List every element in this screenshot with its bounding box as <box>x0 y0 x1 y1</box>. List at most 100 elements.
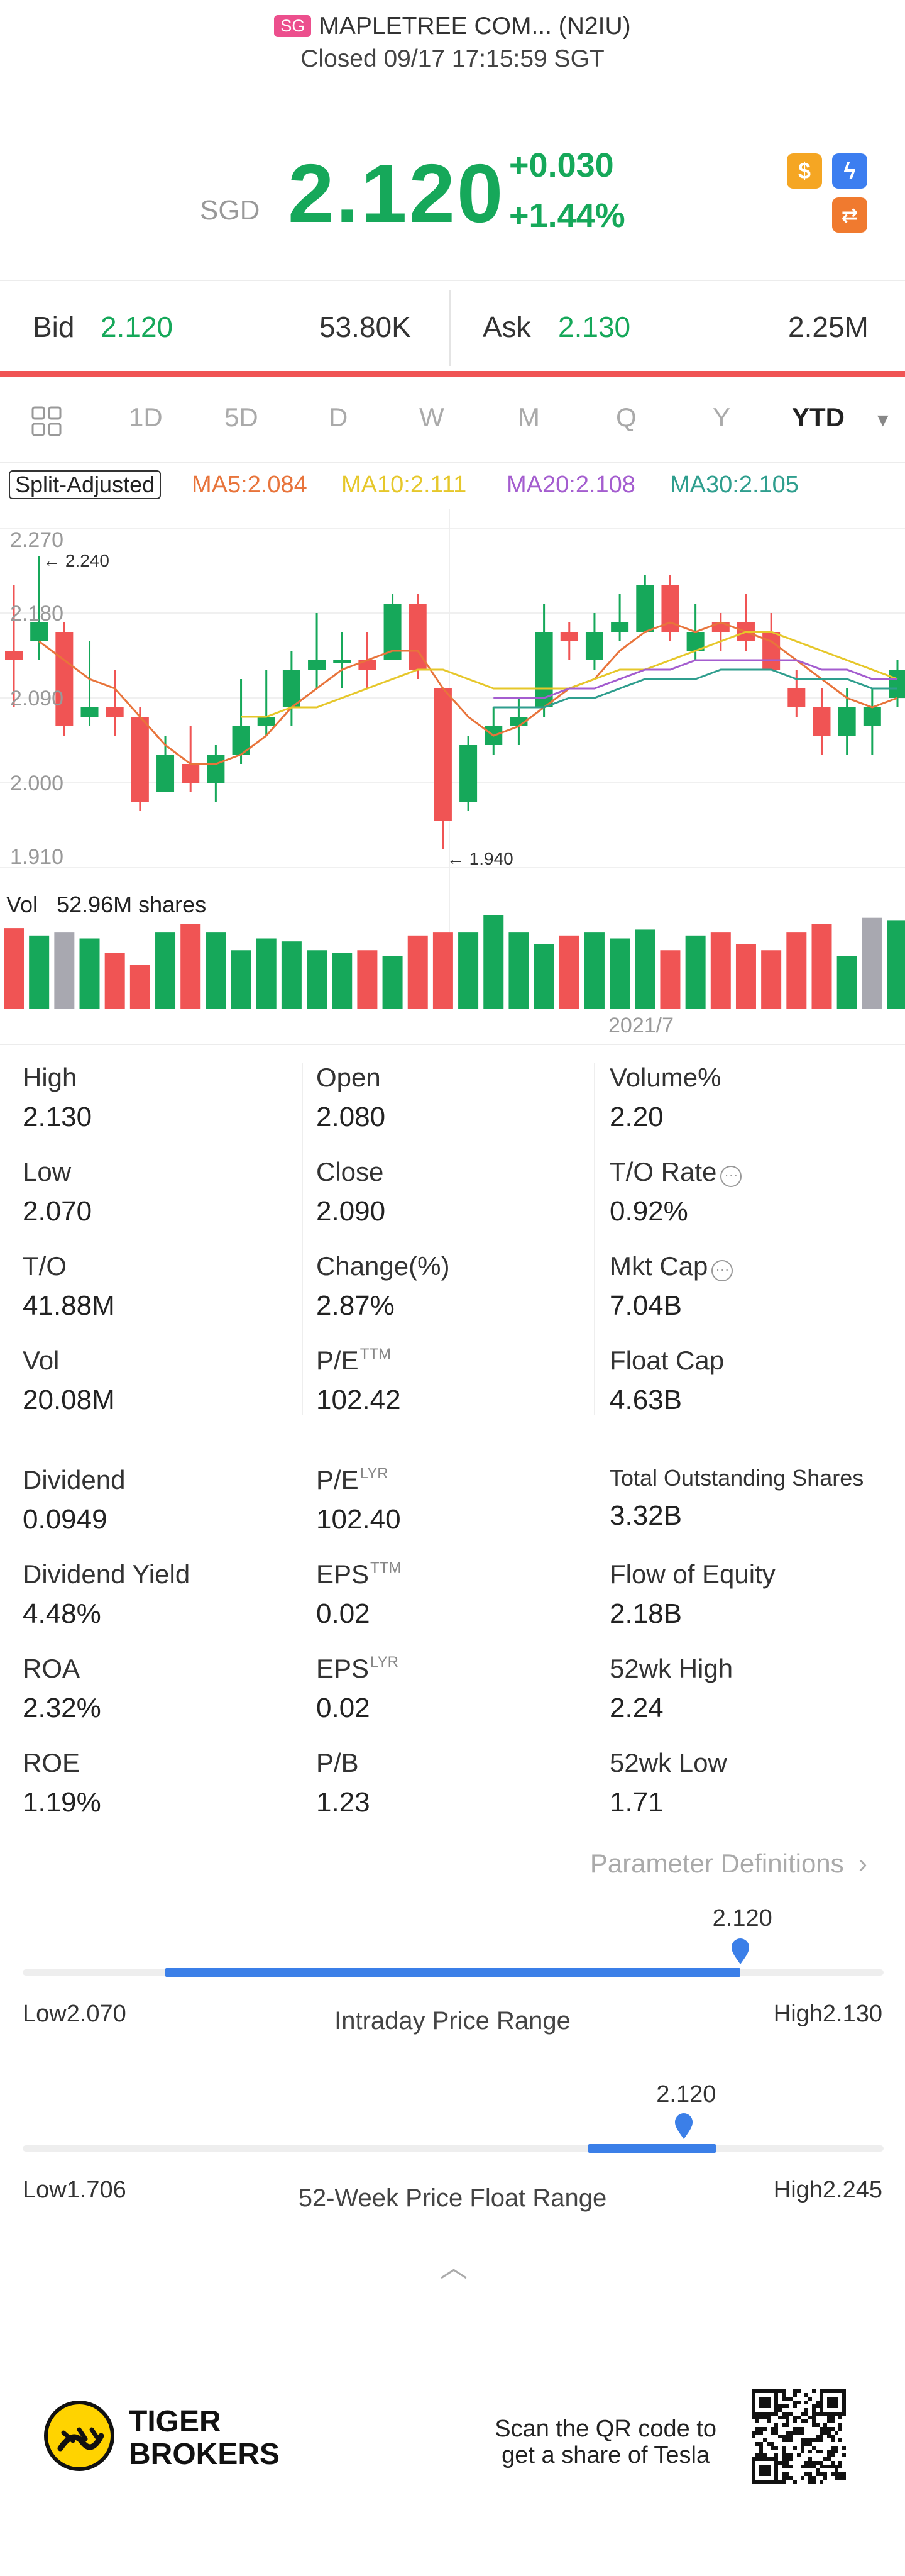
stat-6-0: ROA 2.32% <box>23 1654 101 1724</box>
last-price: 2.120 <box>288 147 505 240</box>
stat-label: Close <box>316 1157 384 1186</box>
volume-bar <box>180 924 201 1009</box>
tab-ytd[interactable]: YTD <box>792 402 845 432</box>
scan-qr-text: Scan the QR code to get a share of Tesla <box>495 2416 716 2468</box>
stat-6-2: 52wk High 2.24 <box>610 1654 733 1724</box>
week52-low: Low1.706 <box>23 2177 126 2203</box>
stat-7-0: ROE 1.19% <box>23 1748 101 1818</box>
split-adjusted-toggle[interactable]: Split-Adjusted <box>9 470 162 499</box>
ask-volume: 2.25M <box>788 311 869 343</box>
candle-body <box>889 670 905 698</box>
week52-current-value: 2.120 <box>656 2081 716 2108</box>
ask-label: Ask <box>483 311 531 343</box>
candle-body <box>611 622 629 632</box>
stat-value: 2.32% <box>23 1693 101 1723</box>
volume-bar <box>685 935 706 1009</box>
candle-body <box>459 745 478 802</box>
candle-body <box>257 717 275 726</box>
volume-bar <box>129 965 150 1009</box>
stat-superscript: LYR <box>359 1465 388 1482</box>
chevron-down-icon[interactable]: ▼ <box>874 410 892 431</box>
candle-body <box>30 622 48 641</box>
y-tick-label: 2.270 <box>10 528 63 552</box>
volume-bar <box>357 950 378 1009</box>
stat-value: 1.19% <box>23 1787 101 1818</box>
dollar-icon[interactable]: $ <box>787 153 822 189</box>
week52-title: 52-Week Price Float Range <box>298 2184 607 2212</box>
volume-bar <box>382 956 403 1009</box>
stat-6-1: EPS LYR 0.02 <box>316 1654 398 1724</box>
stat-1-1: Close 2.090 <box>316 1157 385 1227</box>
stat-label: EPS <box>316 1559 370 1589</box>
price-change: +0.030 <box>509 146 614 184</box>
bid-price: 2.120 <box>101 311 173 343</box>
stat-superscript: LYR <box>370 1654 398 1671</box>
stat-value: 0.92% <box>610 1196 688 1227</box>
tab-m[interactable]: M <box>518 402 540 432</box>
stat-value: 2.080 <box>316 1102 386 1132</box>
candle-body <box>636 585 654 632</box>
volume-bar <box>29 935 50 1009</box>
divider <box>0 280 905 281</box>
tab-w[interactable]: W <box>419 402 444 432</box>
stat-value: 102.42 <box>316 1385 401 1415</box>
stat-3-1: P/E TTM 102.42 <box>316 1346 401 1416</box>
volume-bar <box>79 938 100 1009</box>
swap-icon[interactable]: ⇄ <box>832 197 867 233</box>
chevron-up-icon[interactable]: ︿ <box>440 2252 468 2283</box>
parameter-definitions-link[interactable]: Parameter Definitions › <box>590 1849 867 1878</box>
bolt-icon[interactable]: ϟ <box>832 153 867 189</box>
tiger-logo <box>44 2401 114 2471</box>
stat-value: 20.08M <box>23 1385 115 1415</box>
intraday-title: Intraday Price Range <box>334 2007 571 2035</box>
candle-body <box>131 717 149 802</box>
candle-body <box>80 707 99 717</box>
candle-body <box>333 660 351 663</box>
tab-y[interactable]: Y <box>713 402 731 432</box>
stat-value: 4.63B <box>610 1385 682 1415</box>
stat-value: 2.87% <box>316 1290 395 1321</box>
volume-bar <box>862 917 882 1009</box>
quote-header: SG MAPLETREE COM... (N2IU) Closed 09/17 1… <box>0 0 905 280</box>
tab-5d[interactable]: 5D <box>224 402 258 432</box>
stat-label: Low <box>23 1157 72 1186</box>
intraday-high: High2.130 <box>773 2001 882 2027</box>
volume-bar <box>660 950 681 1009</box>
tab-1d[interactable]: 1D <box>129 402 163 432</box>
period-tabs: 1D 5D D W M Q Y YTD ▼ <box>0 384 905 459</box>
volume-bar <box>307 950 327 1009</box>
volume-bar <box>761 950 782 1009</box>
info-icon[interactable]: ··· <box>720 1166 742 1187</box>
ma20-label: MA20:2.108 <box>507 472 635 498</box>
stat-1-2: T/O Rate ··· 0.92% <box>610 1157 742 1227</box>
volume-bar <box>735 944 756 1009</box>
candle-body <box>55 632 74 726</box>
stat-label: Float Cap <box>610 1346 725 1375</box>
volume-bar <box>887 920 905 1009</box>
volume-bar <box>710 932 731 1009</box>
stat-value: 0.02 <box>316 1693 370 1723</box>
tab-q[interactable]: Q <box>616 402 637 432</box>
brand-name-line2: BROKERS <box>129 2438 280 2471</box>
volume-bar <box>635 929 655 1009</box>
stat-value: 2.24 <box>610 1693 664 1723</box>
ma30-label: MA30:2.105 <box>670 472 799 498</box>
stat-value: 0.0949 <box>23 1504 107 1535</box>
ask-price: 2.130 <box>558 311 631 343</box>
bid-ask-ratio-bar <box>0 371 905 377</box>
bid-label: Bid <box>33 311 75 343</box>
stat-label: T/O <box>23 1251 67 1281</box>
y-tick-label: 1.910 <box>10 845 63 869</box>
stat-5-0: Dividend Yield 4.48% <box>23 1559 190 1630</box>
bid-volume: 53.80K <box>319 311 411 343</box>
price-chart[interactable]: 2.270 2.180 2.090 2.000 1.910 ← 2.240 ← 1.940 <box>0 509 905 1012</box>
stat-value: 2.18B <box>610 1598 682 1629</box>
tab-d[interactable]: D <box>329 402 348 432</box>
info-icon[interactable]: ··· <box>711 1260 733 1281</box>
stat-2-2: Mkt Cap ··· 7.04B <box>610 1251 733 1322</box>
stat-3-2: Float Cap 4.63B <box>610 1346 724 1416</box>
stat-label: Change(%) <box>316 1251 450 1281</box>
week52-track <box>23 2145 884 2152</box>
chart-layout-icon[interactable] <box>30 405 64 439</box>
ma5-label: MA5:2.084 <box>192 472 307 498</box>
